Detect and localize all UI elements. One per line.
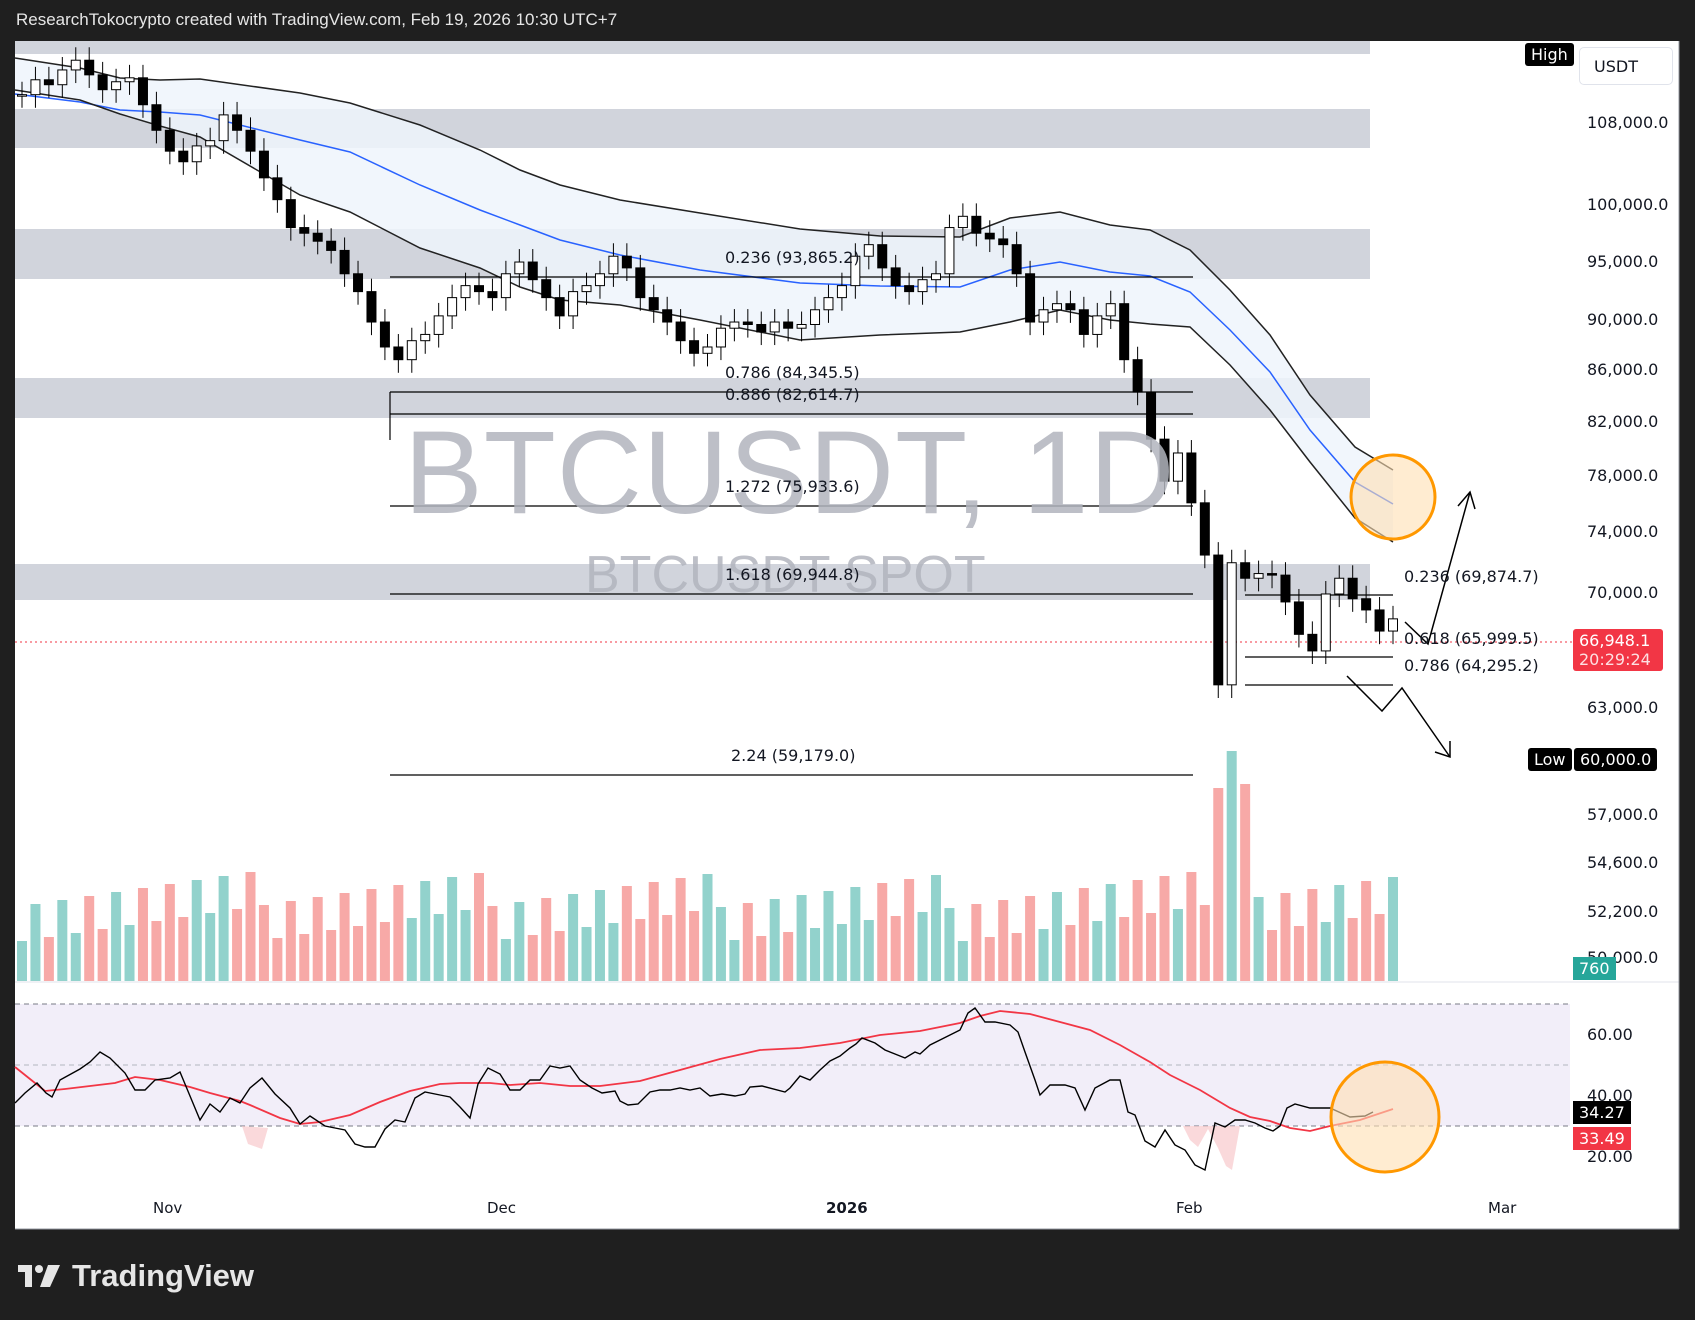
rsi-oversold-fill xyxy=(242,1126,1240,1170)
time-label: Dec xyxy=(487,1199,517,1217)
rsi-line xyxy=(14,1007,1374,1172)
fib-label: 0.786 (84,345.5) xyxy=(725,363,860,382)
symbol-watermark: BTCUSDT, 1D xyxy=(404,407,1176,539)
price-tick: 78,000.0 xyxy=(1587,466,1659,485)
candlesticks xyxy=(17,47,1398,698)
price-tick: 82,000.0 xyxy=(1587,412,1659,431)
fib-label: 0.886 (82,614.7) xyxy=(725,385,860,404)
fib-label: 0.236 (93,865.2) xyxy=(725,248,860,267)
rsi-tick: 20.00 xyxy=(1587,1147,1633,1166)
rsi-tick: 40.00 xyxy=(1587,1086,1633,1105)
highlight-circle-ema xyxy=(1349,453,1437,541)
fib-label: 0.786 (64,295.2) xyxy=(1404,656,1539,675)
low-tag: Low xyxy=(1528,748,1572,771)
countdown-timer: 20:29:24 xyxy=(1579,650,1651,669)
high-tag: High xyxy=(1525,43,1574,66)
highlight-ellipse-rsi xyxy=(1329,1060,1441,1174)
chart-header-title: ResearchTokocrypto created with TradingV… xyxy=(16,10,618,29)
time-label: 2026 xyxy=(826,1199,868,1217)
currency-selector[interactable]: USDT xyxy=(1579,47,1673,85)
price-tick: 70,000.0 xyxy=(1587,583,1659,602)
time-label: Mar xyxy=(1488,1199,1517,1217)
price-tick: 57,000.0 xyxy=(1587,805,1659,824)
price-tick: 52,200.0 xyxy=(1587,902,1659,921)
time-label: Feb xyxy=(1176,1199,1203,1217)
projection-arrows xyxy=(1346,490,1476,759)
volume-bars xyxy=(17,751,1398,981)
rsi-ma-value-tag: 33.49 xyxy=(1573,1127,1631,1150)
fib-lines xyxy=(389,276,1393,776)
rsi-value-tag: 34.27 xyxy=(1573,1101,1631,1124)
fib-label: 1.272 (75,933.6) xyxy=(725,477,860,496)
low-value-tag: 60,000.0 xyxy=(1574,748,1658,771)
volume-tag: 760 xyxy=(1573,957,1616,980)
rsi-tick: 60.00 xyxy=(1587,1025,1633,1044)
fib-label: 2.24 (59,179.0) xyxy=(731,746,856,765)
last-price-value: 66,948.1 xyxy=(1579,631,1651,650)
price-tick: 100,000.0 xyxy=(1587,195,1669,214)
price-tick: 74,000.0 xyxy=(1587,522,1659,541)
tradingview-logo[interactable]: TradingView xyxy=(18,1258,254,1294)
tradingview-brand: TradingView xyxy=(72,1258,255,1293)
price-tick: 86,000.0 xyxy=(1587,360,1659,379)
price-tick: 108,000.0 xyxy=(1587,113,1669,132)
price-tick: 54,600.0 xyxy=(1587,853,1659,872)
fib-label: 0.618 (65,999.5) xyxy=(1404,629,1539,648)
price-tick: 90,000.0 xyxy=(1587,310,1659,329)
tradingview-logo-icon xyxy=(18,1265,60,1287)
price-tick: 63,000.0 xyxy=(1587,698,1659,717)
last-price-tag: 66,948.1 20:29:24 xyxy=(1573,629,1663,671)
price-tick: 95,000.0 xyxy=(1587,252,1659,271)
rsi-ma-line xyxy=(14,1010,1394,1132)
time-label: Nov xyxy=(153,1199,183,1217)
fib-label: 1.618 (69,944.8) xyxy=(725,565,860,584)
symbol-sub-watermark: BTCUSDT SPOT xyxy=(585,546,986,604)
fib-label: 0.236 (69,874.7) xyxy=(1404,567,1539,586)
